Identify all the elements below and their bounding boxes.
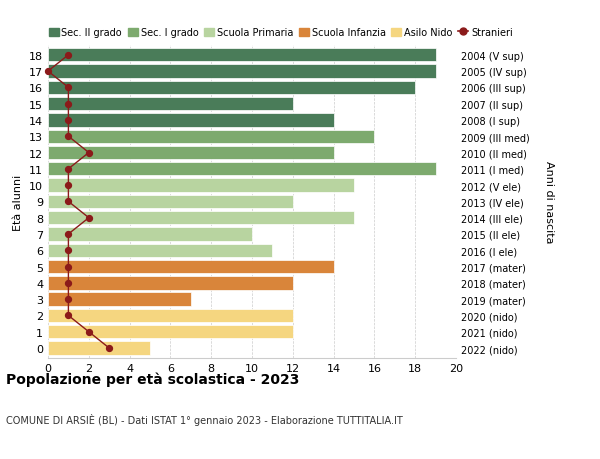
Text: COMUNE DI ARSIÈ (BL) - Dati ISTAT 1° gennaio 2023 - Elaborazione TUTTITALIA.IT: COMUNE DI ARSIÈ (BL) - Dati ISTAT 1° gen… xyxy=(6,413,403,425)
Bar xyxy=(48,163,436,176)
Point xyxy=(64,133,73,140)
Bar xyxy=(48,49,436,62)
Point xyxy=(64,101,73,108)
Point xyxy=(64,247,73,254)
Point xyxy=(64,52,73,59)
Bar xyxy=(48,179,354,192)
Bar xyxy=(48,114,334,127)
Bar xyxy=(48,277,293,290)
Y-axis label: Età alunni: Età alunni xyxy=(13,174,23,230)
Point xyxy=(64,312,73,319)
Point xyxy=(64,280,73,287)
Point xyxy=(64,84,73,92)
Bar xyxy=(48,244,272,257)
Point xyxy=(84,328,94,336)
Bar xyxy=(48,228,252,241)
Bar xyxy=(48,65,436,78)
Bar xyxy=(48,341,150,355)
Point xyxy=(64,182,73,190)
Y-axis label: Anni di nascita: Anni di nascita xyxy=(544,161,554,243)
Bar xyxy=(48,82,415,95)
Point xyxy=(43,68,53,76)
Bar xyxy=(48,98,293,111)
Bar xyxy=(48,325,293,339)
Bar xyxy=(48,293,191,306)
Point xyxy=(64,231,73,238)
Bar xyxy=(48,309,293,322)
Text: Popolazione per età scolastica - 2023: Popolazione per età scolastica - 2023 xyxy=(6,372,299,386)
Point xyxy=(64,117,73,124)
Point xyxy=(84,214,94,222)
Point xyxy=(64,296,73,303)
Legend: Sec. II grado, Sec. I grado, Scuola Primaria, Scuola Infanzia, Asilo Nido, Stran: Sec. II grado, Sec. I grado, Scuola Prim… xyxy=(49,28,512,38)
Bar xyxy=(48,195,293,209)
Point xyxy=(64,263,73,271)
Point xyxy=(84,150,94,157)
Bar xyxy=(48,130,374,144)
Point xyxy=(64,166,73,173)
Point xyxy=(104,345,114,352)
Bar xyxy=(48,212,354,225)
Bar xyxy=(48,260,334,274)
Point xyxy=(64,198,73,206)
Bar xyxy=(48,146,334,160)
